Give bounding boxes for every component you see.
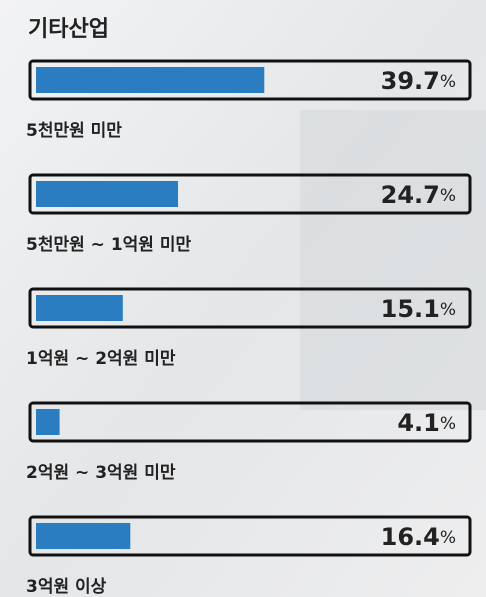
category-label: 1억원 ~ 2억원 미만 bbox=[26, 349, 176, 369]
value-number: 15.1 bbox=[381, 295, 440, 323]
value-label: 15.1% bbox=[381, 295, 456, 323]
value-label: 24.7% bbox=[381, 181, 456, 209]
bar bbox=[36, 67, 264, 93]
value-number: 4.1 bbox=[397, 409, 440, 437]
value-number: 16.4 bbox=[381, 523, 440, 551]
value-unit: % bbox=[440, 186, 456, 206]
value-unit: % bbox=[440, 300, 456, 320]
value-label: 16.4% bbox=[381, 523, 456, 551]
category-label: 5천만원 ~ 1억원 미만 bbox=[26, 235, 191, 255]
bar bbox=[36, 523, 130, 549]
chart: 기타산업 39.7% 5천만원 미만 24.7% 5천만원 ~ 1억원 미만 15.1%… bbox=[0, 0, 486, 597]
value-unit: % bbox=[440, 528, 456, 548]
value-unit: % bbox=[440, 414, 456, 434]
value-number: 24.7 bbox=[381, 181, 440, 209]
chart-title: 기타산업 bbox=[28, 17, 109, 42]
value-label: 39.7% bbox=[381, 67, 456, 95]
value-number: 39.7 bbox=[381, 67, 440, 95]
category-label: 2억원 ~ 3억원 미만 bbox=[26, 463, 176, 483]
value-unit: % bbox=[440, 72, 456, 92]
bar bbox=[36, 181, 178, 207]
bar bbox=[36, 295, 123, 321]
category-label: 5천만원 미만 bbox=[26, 121, 122, 141]
category-label: 3억원 이상 bbox=[26, 577, 107, 597]
background-shape bbox=[300, 110, 486, 410]
bar bbox=[36, 409, 60, 435]
value-label: 4.1% bbox=[397, 409, 456, 437]
